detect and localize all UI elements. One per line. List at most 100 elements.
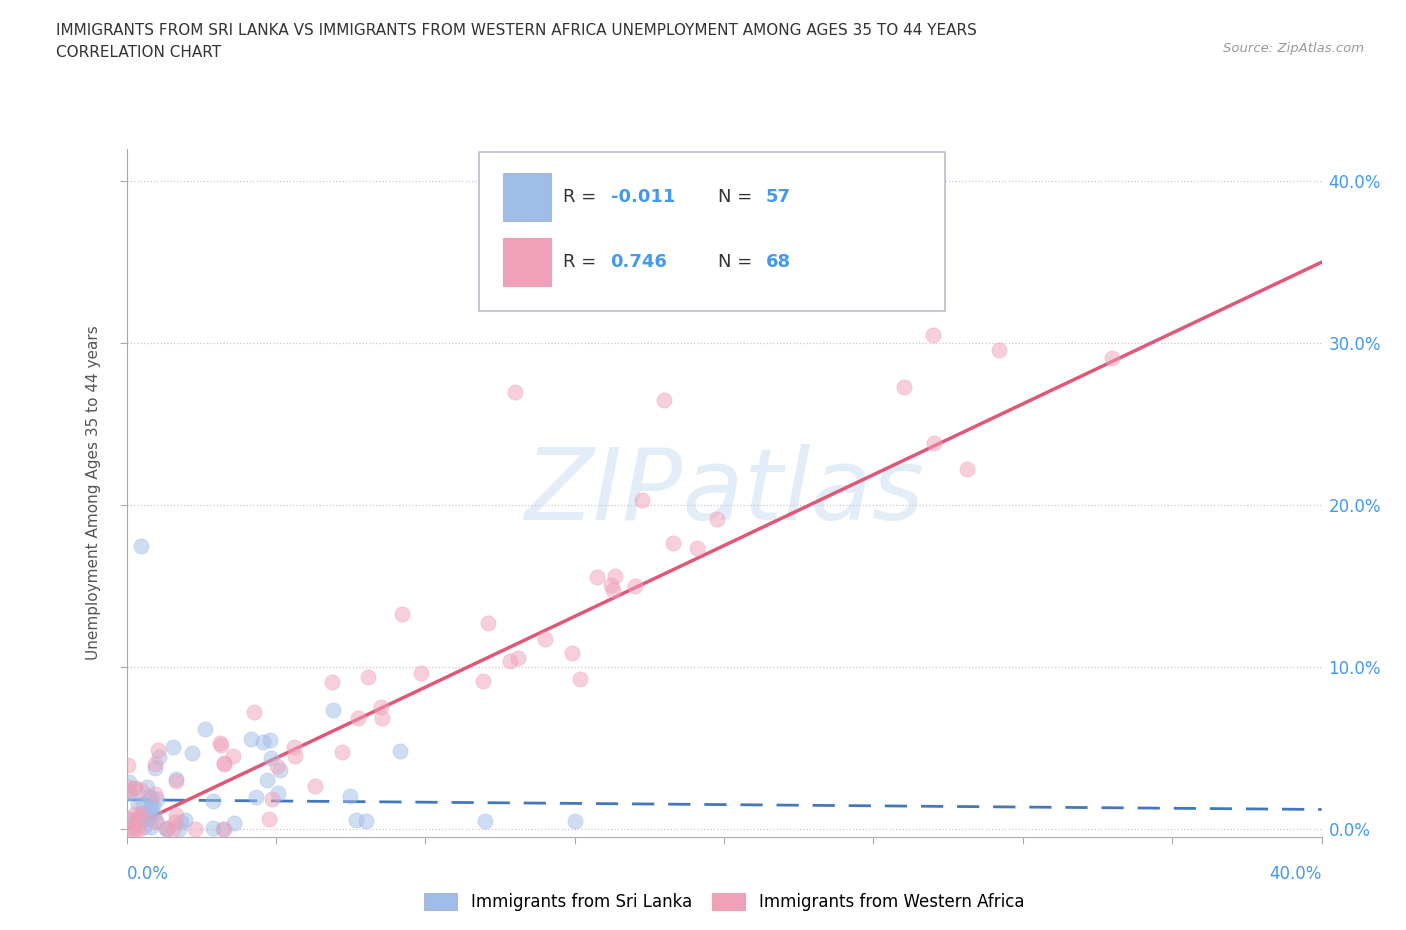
Point: [631, 492, 654, 507]
Y-axis label: Unemployment Among Ages 35 to 44 years: Unemployment Among Ages 35 to 44 years: [86, 326, 101, 660]
Point: [477, 616, 499, 631]
Point: [1101, 351, 1123, 365]
Point: [162, 739, 184, 754]
Text: R =: R =: [562, 253, 602, 272]
Point: [125, 812, 148, 827]
Point: [129, 810, 152, 825]
Point: [260, 791, 283, 806]
Point: [347, 711, 370, 725]
Point: [339, 789, 361, 804]
Point: [209, 737, 232, 752]
Point: [165, 774, 187, 789]
Point: [118, 785, 141, 800]
Point: [600, 578, 623, 592]
Text: IMMIGRANTS FROM SRI LANKA VS IMMIGRANTS FROM WESTERN AFRICA UNEMPLOYMENT AMONG A: IMMIGRANTS FROM SRI LANKA VS IMMIGRANTS …: [56, 23, 977, 38]
Point: [184, 821, 207, 836]
FancyBboxPatch shape: [503, 173, 551, 221]
Point: [586, 569, 609, 584]
Point: [138, 788, 160, 803]
Point: [472, 673, 495, 688]
Point: [603, 568, 626, 583]
Point: [662, 536, 685, 551]
Legend: Immigrants from Sri Lanka, Immigrants from Western Africa: Immigrants from Sri Lanka, Immigrants fr…: [418, 886, 1031, 918]
Text: ZIPatlas: ZIPatlas: [524, 445, 924, 541]
Point: [124, 806, 146, 821]
Point: [139, 804, 162, 819]
Point: [357, 670, 380, 684]
Point: [260, 751, 283, 765]
Point: [706, 512, 728, 526]
Point: [211, 821, 233, 836]
Point: [165, 815, 187, 830]
Text: 40.0%: 40.0%: [1270, 865, 1322, 883]
Point: [201, 820, 224, 835]
Point: [283, 739, 305, 754]
Point: [118, 785, 141, 800]
Point: [212, 757, 235, 772]
Point: [201, 794, 224, 809]
Point: [128, 821, 150, 836]
Point: [146, 791, 169, 806]
Text: 0.746: 0.746: [610, 253, 668, 272]
Text: 0.0%: 0.0%: [127, 865, 169, 883]
Point: [304, 778, 326, 793]
Point: [252, 734, 274, 749]
Point: [564, 814, 586, 829]
Point: [321, 674, 343, 689]
Point: [924, 436, 946, 451]
Point: [132, 820, 155, 835]
Point: [120, 812, 142, 827]
Point: [344, 813, 367, 828]
Point: [257, 811, 280, 826]
Text: 68: 68: [766, 253, 792, 272]
Point: [167, 821, 190, 836]
Point: [132, 795, 155, 810]
Point: [222, 816, 245, 830]
Point: [139, 819, 162, 834]
Point: [125, 821, 148, 836]
Point: [124, 780, 146, 795]
Point: [148, 750, 170, 764]
Point: [136, 811, 159, 826]
Point: [146, 743, 169, 758]
Point: [141, 799, 163, 814]
Point: [569, 671, 592, 686]
Point: [391, 607, 413, 622]
Point: [245, 790, 267, 804]
Point: [129, 815, 152, 830]
Point: [162, 821, 184, 836]
Point: [145, 814, 167, 829]
Point: [955, 461, 977, 476]
Point: [269, 762, 291, 777]
Point: [194, 722, 217, 737]
Point: [165, 807, 187, 822]
Point: [117, 821, 139, 836]
Point: [128, 810, 150, 825]
Point: [165, 771, 187, 786]
Point: [533, 631, 555, 646]
Text: N =: N =: [718, 253, 758, 272]
Point: [124, 781, 146, 796]
Point: [506, 650, 529, 665]
Text: -0.011: -0.011: [610, 188, 675, 206]
Point: [332, 745, 354, 760]
Point: [136, 779, 159, 794]
Point: [503, 384, 526, 399]
Text: CORRELATION CHART: CORRELATION CHART: [56, 45, 221, 60]
Text: 57: 57: [766, 188, 792, 206]
Point: [127, 812, 149, 827]
Point: [143, 807, 166, 822]
Text: R =: R =: [562, 188, 602, 206]
Point: [143, 757, 166, 772]
Point: [371, 711, 394, 725]
Point: [131, 805, 153, 820]
FancyBboxPatch shape: [503, 238, 551, 286]
Point: [354, 814, 377, 829]
Point: [132, 805, 155, 820]
Point: [602, 583, 624, 598]
Point: [922, 327, 945, 342]
Point: [243, 705, 266, 720]
Point: [117, 779, 139, 794]
Point: [143, 761, 166, 776]
Point: [170, 815, 193, 830]
